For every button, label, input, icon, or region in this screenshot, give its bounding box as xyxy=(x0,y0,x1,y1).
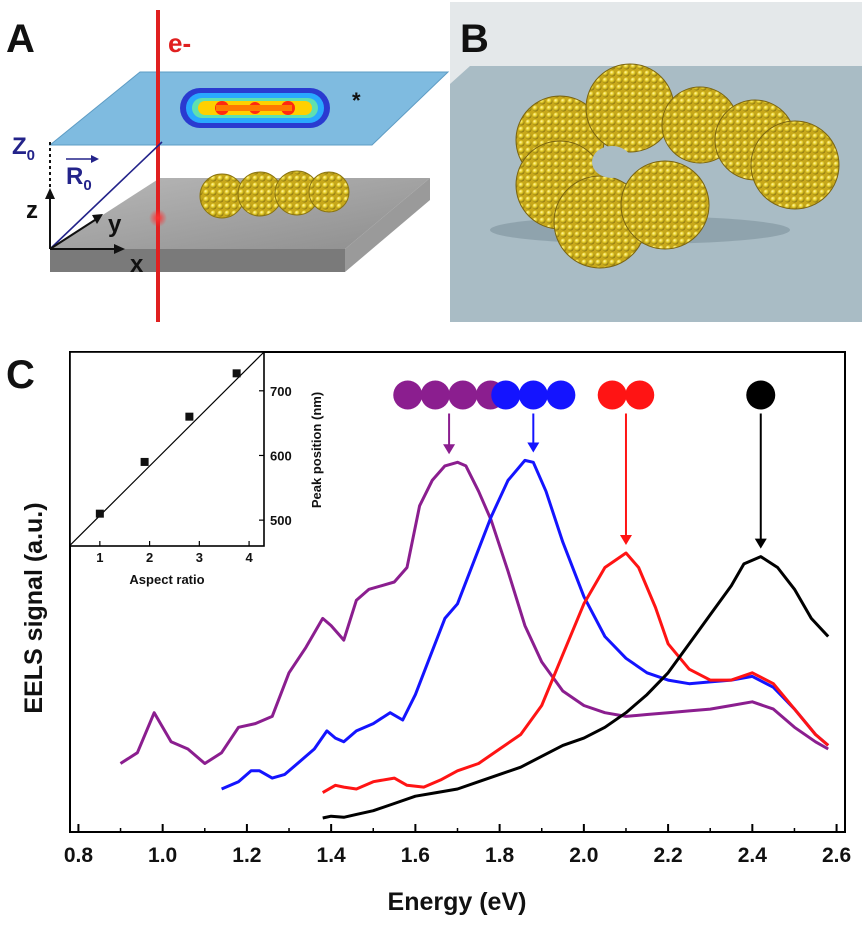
main-x-tick-label: 0.8 xyxy=(64,844,94,867)
peak-arrow-head xyxy=(527,442,540,453)
electron-label: e- xyxy=(168,28,191,58)
inset-x-tick-label: 1 xyxy=(96,550,103,565)
sphere-marker xyxy=(491,380,521,410)
eels-curve-2-spheres xyxy=(321,551,830,794)
x-axis-label: x xyxy=(130,251,144,278)
main-x-tick-label: 1.4 xyxy=(317,844,347,867)
main-x-tick-label: 1.6 xyxy=(401,844,430,867)
inset-y-tick-label: 500 xyxy=(270,513,292,528)
z-axis-arrow xyxy=(45,188,55,199)
z0-subscript: 0 xyxy=(27,147,35,164)
inset-x-tick-label: 2 xyxy=(146,550,153,565)
inset-x-axis-title: Aspect ratio xyxy=(129,572,204,587)
main-x-tick-label: 2.2 xyxy=(653,844,682,867)
inset-y-tick-label: 600 xyxy=(270,448,292,463)
sphere-marker xyxy=(746,380,776,410)
x-axis-arrow xyxy=(114,244,125,254)
r0-text: R xyxy=(66,163,83,190)
main-x-tick-label: 1.8 xyxy=(485,844,515,867)
eels-curve-1-spheres xyxy=(322,555,830,820)
substrate-side xyxy=(345,178,430,272)
sphere-marker xyxy=(546,380,576,410)
field-map xyxy=(180,88,330,128)
r0-arrow-head xyxy=(91,155,99,163)
panel-a: A e- * Z0 R0 z y x xyxy=(6,10,450,322)
inset-points xyxy=(69,351,265,546)
y-axis xyxy=(49,217,99,250)
inset-data-point xyxy=(185,412,194,421)
substrate-front xyxy=(50,249,345,272)
main-x-axis-title: Energy (eV) xyxy=(388,888,527,916)
sphere-marker xyxy=(625,380,655,410)
peak-arrow-head xyxy=(443,444,456,455)
z0-label: Z0 xyxy=(12,133,35,164)
sphere-marker xyxy=(393,380,423,410)
panel-c: C 0.8 1.0 1.2 1.4 1.6 1.8 2.0 2.2 2.4 2.6 Energy … xyxy=(6,351,851,916)
main-x-tick-label: 2.0 xyxy=(569,844,598,867)
inset-chart: 1 2 3 4 500 600 700 Aspect ratio Peak position… xyxy=(69,351,324,587)
inset-data-point xyxy=(95,509,104,518)
peak-arrow-head xyxy=(754,538,767,549)
star-label: * xyxy=(352,88,361,113)
panel-a-label: A xyxy=(6,17,35,61)
main-x-axis: 0.8 1.0 1.2 1.4 1.6 1.8 2.0 2.2 2.4 2.6 xyxy=(64,824,851,867)
r0-subscript: 0 xyxy=(83,177,91,194)
inset-data-point xyxy=(140,457,149,466)
panel-b: B xyxy=(450,2,862,322)
nanoparticle-ring xyxy=(490,63,840,269)
inset-x-tick-label: 4 xyxy=(245,550,253,565)
main-x-tick-label: 1.0 xyxy=(148,844,177,867)
eels-curve-3-spheres xyxy=(221,458,830,791)
y-axis-arrow xyxy=(92,214,103,224)
inset-x-tick-label: 3 xyxy=(196,550,203,565)
inset-data-point xyxy=(232,369,241,378)
z-axis-label: z xyxy=(26,197,38,224)
main-x-tick-label: 1.2 xyxy=(232,844,261,867)
inset-axes: 1 2 3 4 500 600 700 xyxy=(96,384,291,565)
main-x-tick-label: 2.6 xyxy=(822,844,851,867)
r0-vector xyxy=(49,141,163,250)
eels-curve-4-spheres xyxy=(119,460,829,765)
peak-arrow-head xyxy=(619,535,632,546)
sphere-marker xyxy=(420,380,450,410)
main-y-axis-title: EELS signal (a.u.) xyxy=(20,502,48,713)
sphere-markers xyxy=(393,380,776,549)
r0-label: R0 xyxy=(66,163,92,194)
sphere-marker xyxy=(518,380,548,410)
sphere-marker xyxy=(597,380,627,410)
panel-c-label: C xyxy=(6,353,35,397)
sphere-marker xyxy=(448,380,478,410)
inset-y-axis-title: Peak position (nm) xyxy=(309,392,324,508)
main-curves xyxy=(119,458,830,820)
beam-spot xyxy=(149,209,167,227)
main-x-tick-label: 2.4 xyxy=(738,844,768,867)
y-axis-label: y xyxy=(108,211,122,238)
panel-b-label: B xyxy=(460,17,489,61)
inset-y-tick-label: 700 xyxy=(270,384,292,399)
z0-text: Z xyxy=(12,133,27,160)
gold-nanoparticle-chain xyxy=(199,170,350,219)
